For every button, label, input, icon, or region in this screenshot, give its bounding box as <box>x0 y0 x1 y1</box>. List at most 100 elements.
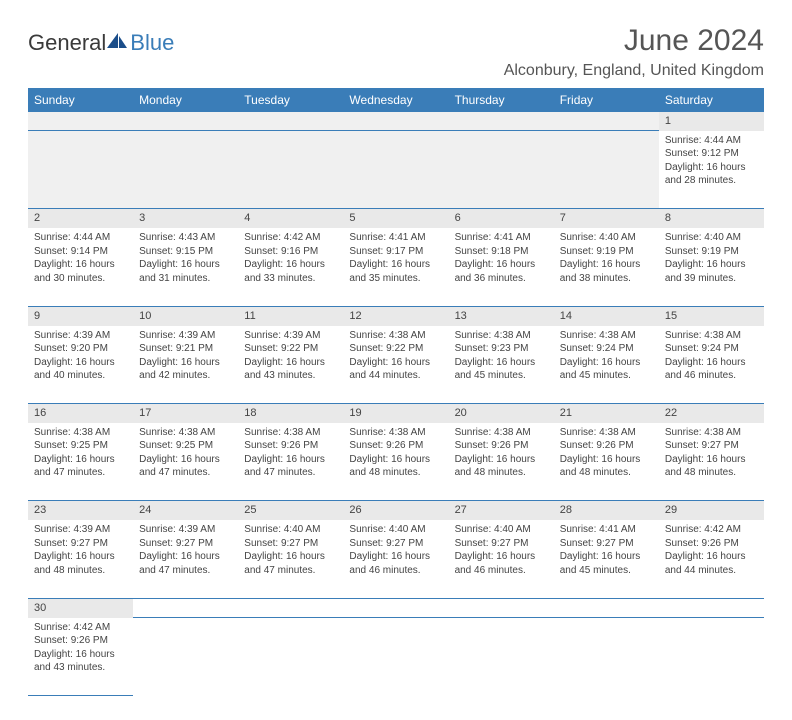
blank-cell <box>238 598 343 617</box>
sunset-line: Sunset: 9:16 PM <box>244 245 337 259</box>
daylight-line2: and 38 minutes. <box>560 272 653 286</box>
daylight-line1: Daylight: 16 hours <box>455 356 548 370</box>
blank-cell <box>449 131 554 209</box>
daylight-line2: and 36 minutes. <box>455 272 548 286</box>
daylight-line2: and 48 minutes. <box>560 466 653 480</box>
day-cell: Sunrise: 4:38 AMSunset: 9:24 PMDaylight:… <box>554 326 659 404</box>
daylight-line2: and 46 minutes. <box>349 564 442 578</box>
daylight-line2: and 42 minutes. <box>139 369 232 383</box>
blank-cell <box>449 618 554 696</box>
sunrise-line: Sunrise: 4:43 AM <box>139 231 232 245</box>
day-number: 21 <box>554 404 659 423</box>
daynum-row: 30 <box>28 598 764 617</box>
sunrise-line: Sunrise: 4:40 AM <box>560 231 653 245</box>
day-number: 14 <box>554 306 659 325</box>
sunset-line: Sunset: 9:17 PM <box>349 245 442 259</box>
daylight-line2: and 45 minutes. <box>455 369 548 383</box>
blank-cell <box>133 598 238 617</box>
daylight-line2: and 43 minutes. <box>244 369 337 383</box>
daylight-line2: and 35 minutes. <box>349 272 442 286</box>
daylight-line1: Daylight: 16 hours <box>139 356 232 370</box>
day-number: 27 <box>449 501 554 520</box>
day-cell: Sunrise: 4:42 AMSunset: 9:26 PMDaylight:… <box>659 520 764 598</box>
blank-cell <box>133 131 238 209</box>
sunrise-line: Sunrise: 4:38 AM <box>455 329 548 343</box>
weekday-header: Thursday <box>449 88 554 112</box>
day-cell: Sunrise: 4:38 AMSunset: 9:26 PMDaylight:… <box>449 423 554 501</box>
calendar-table: SundayMondayTuesdayWednesdayThursdayFrid… <box>28 88 764 696</box>
day-number: 7 <box>554 209 659 228</box>
sunset-line: Sunset: 9:24 PM <box>560 342 653 356</box>
daylight-line1: Daylight: 16 hours <box>349 550 442 564</box>
daynum-row: 9101112131415 <box>28 306 764 325</box>
sunset-line: Sunset: 9:27 PM <box>665 439 758 453</box>
calendar-week-row: Sunrise: 4:44 AMSunset: 9:12 PMDaylight:… <box>28 131 764 209</box>
day-number: 5 <box>343 209 448 228</box>
daylight-line1: Daylight: 16 hours <box>560 453 653 467</box>
daylight-line1: Daylight: 16 hours <box>349 356 442 370</box>
sunrise-line: Sunrise: 4:41 AM <box>455 231 548 245</box>
day-number: 18 <box>238 404 343 423</box>
daylight-line1: Daylight: 16 hours <box>244 258 337 272</box>
blank-cell <box>449 598 554 617</box>
day-number: 20 <box>449 404 554 423</box>
daylight-line2: and 31 minutes. <box>139 272 232 286</box>
calendar-body: 1Sunrise: 4:44 AMSunset: 9:12 PMDaylight… <box>28 112 764 696</box>
day-cell: Sunrise: 4:41 AMSunset: 9:27 PMDaylight:… <box>554 520 659 598</box>
daylight-line2: and 48 minutes. <box>665 466 758 480</box>
daynum-row: 16171819202122 <box>28 404 764 423</box>
sunrise-line: Sunrise: 4:38 AM <box>139 426 232 440</box>
sunset-line: Sunset: 9:27 PM <box>455 537 548 551</box>
daylight-line1: Daylight: 16 hours <box>139 550 232 564</box>
sunrise-line: Sunrise: 4:42 AM <box>244 231 337 245</box>
sunrise-line: Sunrise: 4:40 AM <box>455 523 548 537</box>
blank-cell <box>238 131 343 209</box>
day-cell: Sunrise: 4:40 AMSunset: 9:27 PMDaylight:… <box>238 520 343 598</box>
sunset-line: Sunset: 9:25 PM <box>34 439 127 453</box>
sunset-line: Sunset: 9:26 PM <box>244 439 337 453</box>
daylight-line1: Daylight: 16 hours <box>665 161 758 175</box>
sunset-line: Sunset: 9:26 PM <box>560 439 653 453</box>
blank-cell <box>238 618 343 696</box>
day-cell: Sunrise: 4:39 AMSunset: 9:20 PMDaylight:… <box>28 326 133 404</box>
weekday-header: Friday <box>554 88 659 112</box>
calendar-week-row: Sunrise: 4:39 AMSunset: 9:27 PMDaylight:… <box>28 520 764 598</box>
daynum-row: 23242526272829 <box>28 501 764 520</box>
day-cell: Sunrise: 4:38 AMSunset: 9:25 PMDaylight:… <box>133 423 238 501</box>
sunrise-line: Sunrise: 4:38 AM <box>560 329 653 343</box>
day-number: 19 <box>343 404 448 423</box>
sunset-line: Sunset: 9:26 PM <box>34 634 127 648</box>
blank-cell <box>343 131 448 209</box>
sunrise-line: Sunrise: 4:41 AM <box>560 523 653 537</box>
blank-cell <box>343 598 448 617</box>
month-title: June 2024 <box>504 24 764 58</box>
page: General Blue June 2024 Alconbury, Englan… <box>0 0 792 720</box>
daylight-line1: Daylight: 16 hours <box>34 356 127 370</box>
day-number: 4 <box>238 209 343 228</box>
day-number: 13 <box>449 306 554 325</box>
blank-cell <box>554 618 659 696</box>
weekday-header: Wednesday <box>343 88 448 112</box>
day-number: 10 <box>133 306 238 325</box>
sunset-line: Sunset: 9:23 PM <box>455 342 548 356</box>
logo-word1: General <box>28 30 106 56</box>
day-cell: Sunrise: 4:40 AMSunset: 9:19 PMDaylight:… <box>659 228 764 306</box>
weekday-header: Sunday <box>28 88 133 112</box>
day-cell: Sunrise: 4:40 AMSunset: 9:19 PMDaylight:… <box>554 228 659 306</box>
weekday-header: Tuesday <box>238 88 343 112</box>
day-cell: Sunrise: 4:40 AMSunset: 9:27 PMDaylight:… <box>343 520 448 598</box>
sunset-line: Sunset: 9:14 PM <box>34 245 127 259</box>
logo-sail-icon <box>106 32 128 50</box>
day-cell: Sunrise: 4:38 AMSunset: 9:26 PMDaylight:… <box>554 423 659 501</box>
daylight-line1: Daylight: 16 hours <box>560 258 653 272</box>
day-cell: Sunrise: 4:44 AMSunset: 9:14 PMDaylight:… <box>28 228 133 306</box>
sunset-line: Sunset: 9:27 PM <box>34 537 127 551</box>
sunset-line: Sunset: 9:24 PM <box>665 342 758 356</box>
day-cell: Sunrise: 4:43 AMSunset: 9:15 PMDaylight:… <box>133 228 238 306</box>
daylight-line1: Daylight: 16 hours <box>244 550 337 564</box>
blank-cell <box>28 112 133 131</box>
sunset-line: Sunset: 9:27 PM <box>139 537 232 551</box>
logo: General Blue <box>28 30 174 56</box>
daylight-line2: and 33 minutes. <box>244 272 337 286</box>
blank-cell <box>343 618 448 696</box>
